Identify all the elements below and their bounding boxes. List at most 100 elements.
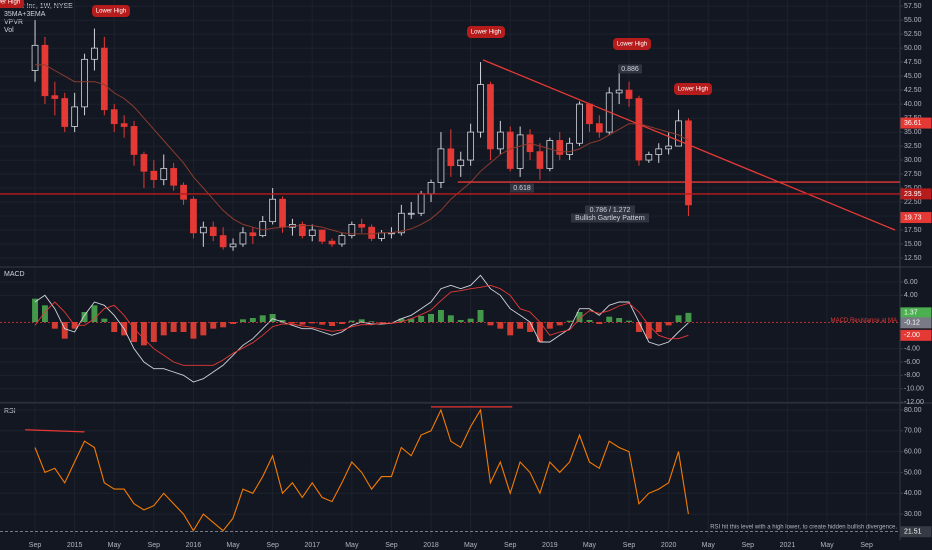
histogram-bar [299,322,306,325]
histogram-bar [418,316,425,322]
callout-text: Lower High [471,30,501,36]
histogram-bar [675,315,682,322]
x-tick-label: May [702,542,716,549]
candle-body [51,95,59,99]
histogram-bar [487,322,494,326]
axis-value-box [900,212,932,224]
candle-body [170,168,178,186]
candle-body [219,235,227,248]
candle-body [209,226,217,237]
axis-value-label: 23.95 [904,191,922,198]
callout-bubble [0,0,24,8]
candle-body [447,148,455,167]
candle-body [41,44,49,97]
histogram-bar [61,322,68,339]
histogram-bar [467,318,474,322]
pane-title: MACD [4,271,25,278]
y-tick-label: 22.50 [904,199,922,206]
rsi-line [34,408,689,532]
candle-body [249,232,257,237]
axis-value-label: -0.12 [904,320,920,327]
candle-body [516,134,524,169]
candle-body [308,229,316,237]
y-tick-label: 40.00 [904,101,922,108]
candle-body [91,47,98,60]
histogram-bar [665,322,672,326]
fib-label-box [585,205,635,215]
candle-body [477,84,484,133]
x-tick-label: May [345,542,359,549]
histogram-bar [249,318,256,322]
candle-body [130,126,138,155]
callout-bubble [92,5,130,17]
trendline [482,59,896,231]
histogram-bar [51,322,58,329]
histogram-bar [259,315,266,322]
x-tick-label: 2015 [67,542,83,549]
candle-body [328,240,336,245]
candle-body [566,142,574,155]
axis-value-box [900,526,932,538]
callout-text: Lower High [0,0,20,6]
x-tick-label: Sep [623,542,636,549]
x-tick-label: May [583,542,597,549]
candle-body [595,123,603,133]
histogram-bar [150,322,157,342]
y-tick-label: 52.50 [904,31,922,38]
histogram-bar [428,314,435,322]
y-tick-label: 15.00 [904,241,922,248]
histogram-bar [338,322,345,324]
macd-line [34,274,689,383]
moving-average [35,64,689,235]
x-tick-label: 2017 [304,542,320,549]
histogram-bar [507,322,514,336]
indicator-name: Vol [4,27,14,34]
candle-body [625,89,633,99]
histogram-bar [269,314,276,322]
y-tick-label: 60.00 [904,448,922,455]
candle-body [655,148,663,155]
x-tick-label: 2018 [423,542,439,549]
x-tick-label: 2019 [542,542,558,549]
axis-value-box [900,329,932,341]
histogram-bar [329,322,336,326]
candle-body [81,58,88,108]
candle-body [685,120,692,206]
candle-body [160,168,168,181]
histogram-bar [408,318,415,322]
histogram-bar [368,321,375,322]
histogram-bar [111,322,118,332]
histogram-bar [447,315,454,322]
fib-label-box [510,183,534,193]
histogram-bar [210,322,217,329]
histogram-bar [685,312,692,322]
histogram-bar [536,322,543,342]
candle-body [120,123,128,127]
y-tick-label: 32.50 [904,143,922,150]
histogram-bar [576,312,583,322]
candle-body [417,193,425,214]
fib-label: 0.886 [621,66,639,73]
y-tick-label: 45.00 [904,73,922,80]
y-tick-label: 40.00 [904,490,922,497]
histogram-bar [190,322,197,339]
candle-body [665,145,673,150]
histogram-bar [477,310,484,322]
candle-body [407,212,415,215]
candle-body [180,184,187,200]
histogram-bar [586,320,593,322]
candle-body [675,120,682,147]
candle-body [31,44,39,71]
y-tick-label: 6.00 [904,279,918,286]
histogram-bar [437,310,444,322]
candle-body [536,151,544,169]
x-tick-label: Sep [29,542,42,549]
x-tick-label: Sep [266,542,279,549]
y-tick-label: 50.00 [904,469,922,476]
candle-body [199,226,207,234]
callout-bubble [674,83,712,95]
histogram-bar [527,322,534,332]
x-tick-label: May [464,542,478,549]
y-tick-label: 80.00 [904,407,922,414]
candle-body [279,198,286,228]
